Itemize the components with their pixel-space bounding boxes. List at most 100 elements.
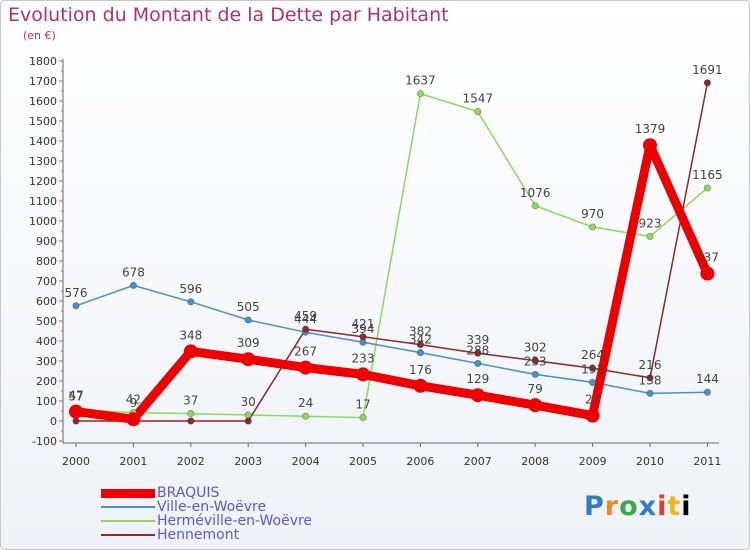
data-label-1: 678 (122, 265, 145, 279)
y-tick-label: 500 (36, 315, 57, 328)
data-point-2 (187, 410, 195, 418)
legend: BRAQUIS Ville-en-Woëvre Herméville-en-Wo… (101, 486, 312, 542)
data-label-1: 144 (696, 372, 719, 386)
legend-label-hennemont: Hennemont (157, 527, 240, 543)
data-label-2: 970 (581, 207, 604, 221)
data-point-0 (643, 138, 657, 153)
data-label-3: 421 (352, 317, 375, 331)
legend-swatch-ville (101, 506, 155, 508)
data-label-1: 394 (352, 322, 375, 336)
x-tick-label: 2008 (521, 455, 549, 468)
x-tick-label: 2004 (292, 455, 320, 468)
data-point-1 (703, 388, 711, 396)
data-label-3: 216 (639, 358, 662, 372)
y-tick-label: 0 (50, 415, 57, 428)
data-point-0 (126, 412, 141, 427)
data-label-2: 1547 (463, 92, 494, 106)
data-point-3 (416, 341, 424, 349)
x-tick-label: 2007 (464, 455, 492, 468)
data-label-0: 47 (68, 389, 83, 403)
legend-label-braquis: BRAQUIS (157, 485, 220, 501)
x-tick-label: 2002 (177, 455, 205, 468)
data-point-0 (356, 367, 370, 382)
proxiti-logo: Proxiti (584, 491, 692, 522)
series-line-2 (75, 92, 709, 419)
data-point-3 (703, 79, 711, 87)
data-point-2 (302, 412, 310, 420)
y-tick-label: 1200 (29, 175, 57, 188)
data-label-0: 9 (130, 396, 138, 410)
y-tick-label: 1600 (29, 95, 57, 108)
data-label-2: 17 (355, 398, 370, 412)
y-tick-label: 1300 (29, 155, 57, 168)
data-point-1 (72, 302, 80, 310)
series-line-0 (71, 140, 712, 424)
data-label-3: 339 (466, 333, 489, 347)
data-label-1: 233 (524, 354, 547, 368)
data-label-2: 30 (241, 395, 256, 409)
y-tick-label: 1400 (29, 135, 57, 148)
y-tick-label: 100 (36, 395, 57, 408)
data-label-0: 1379 (635, 122, 666, 136)
data-point-1 (187, 298, 195, 306)
data-label-0: 737 (696, 251, 719, 265)
chart-title: Evolution du Montant de la Dette par Hab… (8, 4, 449, 26)
legend-item-hermeville: Herméville-en-Woëvre (101, 514, 312, 528)
data-label-2: 24 (298, 396, 313, 410)
y-tick-label: 1000 (29, 215, 57, 228)
data-point-3 (646, 374, 654, 382)
data-point-2 (531, 202, 539, 210)
data-label-0: 309 (237, 336, 260, 350)
data-label-2: 42 (126, 393, 141, 407)
data-label-2: 1165 (692, 168, 723, 182)
data-point-0 (413, 378, 428, 393)
data-point-0 (69, 404, 83, 419)
x-tick-label: 2011 (693, 455, 721, 468)
data-point-3 (244, 417, 252, 425)
data-point-1 (244, 316, 252, 324)
data-point-2 (703, 184, 711, 192)
data-label-3: 382 (409, 325, 432, 339)
data-label-0: 79 (528, 382, 543, 396)
y-tick-label: 800 (36, 255, 57, 268)
data-label-0: 233 (352, 351, 375, 365)
legend-item-ville: Ville-en-Woëvre (101, 500, 312, 514)
y-tick-label: 300 (36, 355, 57, 368)
data-point-2 (244, 411, 252, 419)
x-tick-label: 2003 (234, 455, 262, 468)
data-point-0 (241, 352, 256, 367)
x-tick-label: 2000 (62, 455, 90, 468)
y-tick-label: 1700 (29, 75, 57, 88)
chart-subtitle: (en €) (23, 29, 56, 42)
data-label-1: 505 (237, 300, 260, 314)
data-point-0 (183, 344, 198, 359)
data-point-3 (302, 325, 310, 333)
data-point-1 (129, 281, 137, 289)
legend-swatch-hennemont (101, 534, 155, 536)
data-label-1: 342 (409, 333, 432, 347)
y-tick-label: 400 (36, 335, 57, 348)
x-tick-label: 2009 (579, 455, 607, 468)
data-label-0: 27 (585, 393, 600, 407)
data-label-2: 37 (183, 394, 198, 408)
y-tick-label: 1100 (29, 195, 57, 208)
data-point-3 (589, 364, 597, 372)
data-point-1 (474, 359, 482, 367)
data-point-0 (585, 408, 600, 423)
legend-item-hennemont: Hennemont (101, 528, 312, 542)
data-point-3 (72, 417, 80, 425)
data-point-0 (470, 388, 485, 403)
y-tick-label: 1800 (29, 55, 57, 68)
data-point-2 (359, 414, 367, 422)
data-label-2: 923 (639, 216, 662, 230)
y-tick-label: 700 (36, 275, 57, 288)
data-label-2: 1076 (520, 186, 551, 200)
y-tick-label: 900 (36, 235, 57, 248)
data-point-1 (589, 378, 597, 386)
x-tick-label: 2001 (119, 455, 147, 468)
data-label-3: 302 (524, 341, 547, 355)
data-point-1 (646, 389, 654, 397)
data-point-0 (700, 266, 715, 281)
